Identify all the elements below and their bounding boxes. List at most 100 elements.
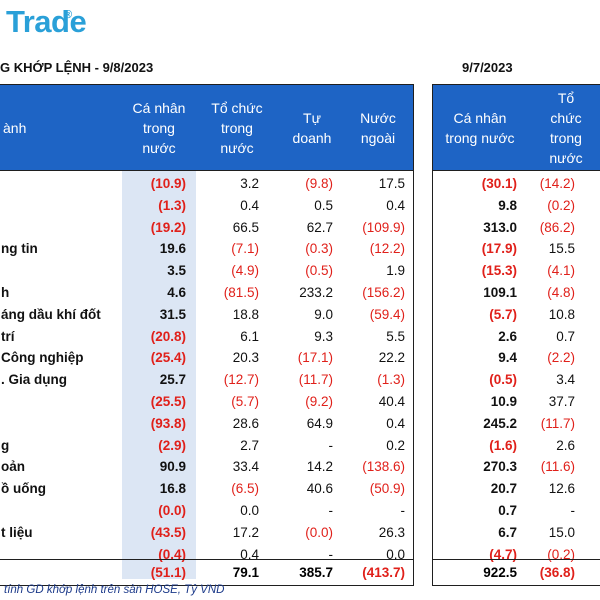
table-row: 2.6 0.7 <box>433 326 600 348</box>
left-table: ành Cá nhân trong nước Tổ chức trong nướ… <box>0 84 414 586</box>
value-individual: (2.9) <box>158 437 186 453</box>
value-institution-prev: 15.0 <box>548 524 575 540</box>
total-institution: 79.1 <box>232 565 259 580</box>
table-row: (10.9) 3.2 (9.8) 17.5 <box>0 173 413 195</box>
value-individual-prev: (0.5) <box>489 372 517 388</box>
value-institution: 18.8 <box>232 306 259 322</box>
registered-mark: ® <box>64 9 73 21</box>
value-institution-prev: 3.4 <box>556 372 575 388</box>
value-institution: 0.4 <box>240 546 259 562</box>
value-foreign: 40.4 <box>378 394 405 409</box>
table-row: 270.3 (11.6) <box>433 456 600 478</box>
total-individual-prev: 922.5 <box>483 565 517 580</box>
header-foreign: Nước ngoài <box>360 110 396 146</box>
value-foreign: 0.2 <box>386 437 405 453</box>
left-table-header: ành Cá nhân trong nước Tổ chức trong nướ… <box>0 85 413 171</box>
table-row: 6.7 15.0 <box>433 522 600 544</box>
right-table-header: Cá nhân trong nước Tổ chức trong nước <box>433 85 600 171</box>
table-row: Công nghiệp (25.4) 20.3 (17.1) 22.2 <box>0 347 413 369</box>
value-institution: 33.4 <box>232 459 259 475</box>
value-institution: 0.4 <box>240 197 259 213</box>
table-row: ồ uống 16.8 (6.5) 40.6 (50.9) <box>0 478 413 500</box>
table-row: trí (20.8) 6.1 9.3 5.5 <box>0 326 413 348</box>
table-row: (0.0) 0.0 - - <box>0 500 413 522</box>
value-foreign: 1.9 <box>386 263 405 279</box>
total-divider-prev <box>433 559 600 560</box>
table-row: 10.9 37.7 <box>433 391 600 413</box>
value-individual: (20.8) <box>150 328 186 344</box>
table-row: 0.7 - <box>433 500 600 522</box>
value-foreign: 26.3 <box>378 524 405 540</box>
value-individual: 25.7 <box>159 372 186 388</box>
table-row: 313.0 (86.2) <box>433 217 600 239</box>
table-row: 9.8 (0.2) <box>433 195 600 217</box>
table-row: 20.7 12.6 <box>433 478 600 500</box>
value-individual: (43.5) <box>150 524 186 540</box>
value-institution: 6.1 <box>240 328 259 344</box>
table-row: (93.8) 28.6 64.9 0.4 <box>0 413 413 435</box>
table-row: (0.5) 3.4 <box>433 369 600 391</box>
value-proprietary: (9.2) <box>305 394 333 409</box>
value-institution-prev: (4.1) <box>547 263 575 279</box>
value-foreign: 17.5 <box>378 176 405 191</box>
value-foreign: (59.4) <box>369 306 405 322</box>
table-row: (25.5) (5.7) (9.2) 40.4 <box>0 391 413 413</box>
value-proprietary: 14.2 <box>306 459 333 475</box>
value-foreign: 5.5 <box>386 328 405 344</box>
value-foreign: 0.0 <box>386 546 405 562</box>
value-institution-prev: 15.5 <box>548 241 575 257</box>
right-table-title: 9/7/2023 <box>462 60 513 75</box>
sector-name: g <box>1 437 10 453</box>
value-institution-prev: (0.2) <box>547 197 575 213</box>
value-institution: 0.0 <box>240 503 259 518</box>
value-individual: 16.8 <box>159 481 186 497</box>
table-row: (1.6) 2.6 <box>433 435 600 457</box>
value-proprietary: 9.3 <box>314 328 333 344</box>
value-institution-prev: 2.6 <box>556 437 575 453</box>
table-row: h 4.6 (81.5) 233.2 (156.2) <box>0 282 413 304</box>
table-row: (4.7) (0.2) <box>433 544 600 566</box>
total-proprietary: 385.7 <box>299 565 333 580</box>
value-individual: (0.0) <box>158 503 186 518</box>
value-individual: (1.3) <box>158 197 186 213</box>
table-row: . Gia dụng 25.7 (12.7) (11.7) (1.3) <box>0 369 413 391</box>
header-proprietary: Tự doanh <box>292 110 332 146</box>
sector-name: oản <box>1 459 26 475</box>
total-foreign: (413.7) <box>362 565 405 580</box>
header-institution-domestic-prev: Tổ chức trong nước <box>549 90 583 166</box>
value-foreign: (12.2) <box>369 241 405 257</box>
value-individual-prev: 6.7 <box>498 524 517 540</box>
table-row: (0.4) 0.4 - 0.0 <box>0 544 413 566</box>
value-individual-prev: 313.0 <box>483 219 517 235</box>
table-row: g (2.9) 2.7 - 0.2 <box>0 435 413 457</box>
sector-name: Công nghiệp <box>1 350 84 366</box>
value-institution: 20.3 <box>232 350 259 366</box>
sector-name: ồ uống <box>1 481 46 497</box>
value-proprietary: (0.5) <box>305 263 333 279</box>
header-individual-domestic: Cá nhân trong nước <box>132 100 186 156</box>
sector-name: h <box>1 285 10 300</box>
value-institution: (5.7) <box>231 394 259 409</box>
value-institution-prev: 10.8 <box>548 306 575 322</box>
value-individual: 19.6 <box>159 241 186 257</box>
table-row: (5.7) 10.8 <box>433 304 600 326</box>
sector-name: trí <box>1 328 15 344</box>
value-individual: (25.5) <box>150 394 186 409</box>
value-institution: 66.5 <box>232 219 259 235</box>
value-individual-prev: (15.3) <box>481 263 517 279</box>
table-row: (15.3) (4.1) <box>433 260 600 282</box>
table-row: oản 90.9 33.4 14.2 (138.6) <box>0 456 413 478</box>
value-institution: 3.2 <box>240 176 259 191</box>
value-proprietary: - <box>328 503 334 518</box>
value-proprietary: (0.0) <box>305 524 333 540</box>
value-individual-prev: 245.2 <box>483 415 517 431</box>
value-proprietary: 62.7 <box>306 219 333 235</box>
value-proprietary: (0.3) <box>305 241 333 257</box>
value-institution-prev: (14.2) <box>539 176 575 191</box>
value-institution: (12.7) <box>223 372 259 388</box>
value-institution: (4.9) <box>231 263 259 279</box>
sector-name: t liệu <box>1 524 33 540</box>
header-sector: ành <box>3 120 27 136</box>
value-institution-prev: 37.7 <box>548 394 575 409</box>
value-individual: (10.9) <box>150 176 186 191</box>
